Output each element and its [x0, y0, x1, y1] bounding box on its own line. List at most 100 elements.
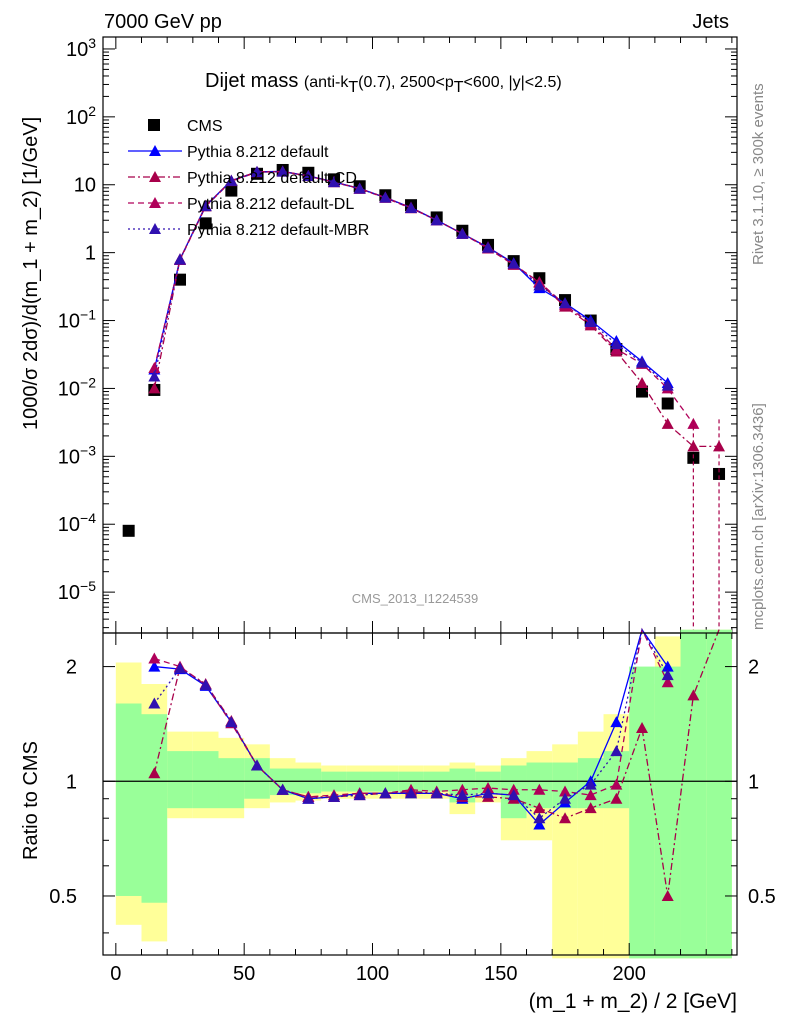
data-point-cms — [661, 397, 674, 410]
ratio-point — [251, 759, 264, 771]
ratio-point — [610, 745, 623, 757]
ratio-point — [661, 676, 674, 688]
y-tick-label: 10−3 — [58, 442, 96, 468]
y-tick-label: 1 — [66, 771, 77, 793]
data-point — [713, 440, 726, 452]
data-point — [148, 361, 161, 373]
data-point — [174, 253, 187, 265]
legend-marker — [149, 223, 161, 234]
ratio-point — [687, 689, 700, 701]
header-left: 7000 GeV pp — [104, 11, 222, 33]
data-point — [328, 176, 341, 188]
y-tick-label: 10−5 — [58, 578, 96, 604]
data-point — [430, 214, 443, 226]
header-right: Jets — [692, 11, 729, 33]
ratio-point — [610, 778, 623, 790]
ratio-point — [533, 812, 546, 824]
data-point — [610, 338, 623, 350]
series-4 — [148, 165, 674, 391]
ratio-point — [430, 787, 443, 799]
data-point-cms — [636, 385, 649, 398]
y-axis-label: 1000/σ 2dσ)/d(m_1 + m_2) [1/GeV] — [20, 117, 42, 430]
legend-label: CMS — [187, 118, 223, 135]
legend-label: Pythia 8.212 default-DL — [187, 196, 354, 213]
ratio-point — [328, 790, 341, 802]
y-tick-label: 2 — [66, 657, 77, 679]
ratio-point — [507, 789, 520, 801]
ratio-point — [584, 778, 597, 790]
data-point — [661, 379, 674, 391]
ratio-panel: 0 50 100 150 200 0.5 0.5 1 1 2 2 Ratio to CMS (m_1 +… — [20, 627, 776, 1013]
legend-marker — [149, 171, 161, 182]
y-tick-label: 10−4 — [58, 510, 96, 536]
y-tick-label: 0.5 — [49, 886, 77, 908]
x-tick-label: 0 — [110, 963, 121, 985]
y-tick-label: 10 — [74, 175, 96, 197]
ratio-point — [482, 787, 495, 799]
data-point — [276, 165, 289, 177]
legend-label: Pythia 8.212 default — [187, 144, 329, 161]
ratio-point — [610, 792, 623, 804]
ratio-point — [584, 802, 597, 814]
data-point-cms — [174, 273, 187, 286]
y-tick-label: 1 — [85, 243, 96, 265]
legend-marker — [149, 197, 161, 208]
data-point-cms — [122, 524, 135, 537]
ratio-point — [148, 660, 161, 672]
ratio-point — [225, 716, 238, 728]
legend-marker — [149, 145, 161, 156]
data-point — [148, 382, 161, 394]
data-point — [636, 377, 649, 389]
band-green — [706, 629, 732, 959]
y-tick-label-right: 0.5 — [748, 886, 776, 908]
band-green — [192, 751, 219, 809]
ratio-point — [661, 889, 674, 901]
data-point — [379, 191, 392, 203]
band-green — [680, 629, 707, 959]
data-point — [584, 316, 597, 328]
ratio-point — [661, 669, 674, 681]
data-point — [199, 200, 212, 212]
series-0 — [122, 163, 726, 537]
band-green — [629, 666, 655, 959]
x-tick-label: 150 — [484, 963, 517, 985]
data-point-cms — [225, 184, 238, 197]
y-tick-label: 103 — [66, 35, 96, 61]
y-tick-label-right: 1 — [748, 771, 759, 793]
ratio-point — [174, 662, 187, 674]
ratio-point — [559, 792, 572, 804]
data-point — [661, 417, 674, 429]
ratio-point — [148, 767, 161, 779]
legend: CMS Pythia 8.212 default Pythia 8.212 defa… — [128, 118, 369, 239]
rivet-label: Rivet 3.1.10, ≥ 300k events — [750, 83, 767, 265]
band-green — [654, 666, 681, 959]
data-point — [302, 170, 315, 182]
chart-title: Dijet mass (anti-kT(0.7), 2500<pT<600, |… — [205, 70, 562, 96]
ratio-point — [636, 721, 649, 733]
series-line — [153, 170, 694, 425]
ratio-point — [610, 716, 623, 728]
ratio-point — [533, 802, 546, 814]
band-green — [218, 758, 245, 809]
ratio-point — [353, 789, 366, 801]
y-tick-label-right: 2 — [748, 657, 759, 679]
ratio-point — [456, 789, 469, 801]
data-point — [687, 417, 700, 429]
analysis-watermark: CMS_2013_I1224539 — [352, 591, 479, 606]
data-point — [507, 257, 520, 269]
data-point — [559, 297, 572, 309]
mcplots-label: mcplots.cern.ch [arXiv:1306.3436] — [750, 403, 767, 630]
ratio-point — [559, 812, 572, 824]
ratio-series-3 — [148, 627, 674, 824]
data-point-cms — [199, 217, 212, 230]
ratio-point — [199, 678, 212, 690]
data-point — [148, 370, 161, 382]
ratio-point — [302, 792, 315, 804]
ratio-point — [533, 783, 546, 795]
band-green — [167, 751, 193, 809]
data-point — [636, 356, 649, 368]
y-tick-label: 102 — [66, 103, 96, 129]
y-tick-label: 10−1 — [58, 307, 96, 333]
